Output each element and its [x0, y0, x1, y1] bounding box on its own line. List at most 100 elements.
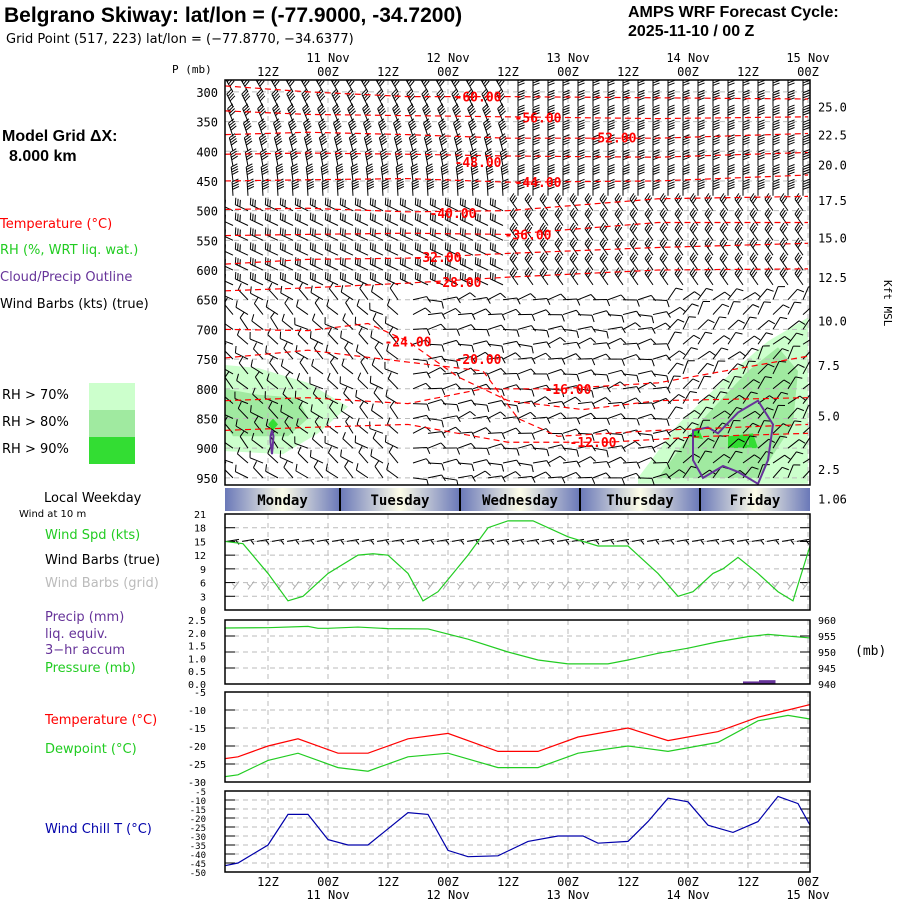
- wind-barb-flag: [501, 165, 508, 171]
- wind-barb-flag: [394, 123, 401, 129]
- wind-barb-staff: [787, 345, 794, 360]
- wind-barb-staff: [772, 286, 779, 300]
- wind-barb-staff: [427, 399, 442, 405]
- wind-barb-flag: [220, 257, 221, 264]
- wind-barb-flag: [576, 331, 580, 339]
- wind-barb: [524, 237, 534, 256]
- wind-barb-flag: [351, 140, 358, 146]
- wind-barb-staff: [268, 288, 279, 301]
- surface-wind-barb-grid: [501, 581, 510, 590]
- wind-barb-flag: [349, 80, 355, 87]
- wind-barb-flag: [321, 168, 329, 173]
- wind-barb-flag: [485, 163, 493, 168]
- wind-barb-flag: [749, 267, 755, 274]
- wind-barb-flag: [294, 227, 297, 235]
- wind-barb-flag: [562, 156, 570, 161]
- wind-barb-flag: [486, 165, 493, 171]
- wind-barb-flag: [374, 199, 376, 207]
- wind-barb-flag: [712, 92, 720, 96]
- wind-barb-flag: [561, 314, 565, 322]
- wind-barb-staff: [772, 348, 783, 360]
- wind-barb-flag: [712, 149, 720, 153]
- wind-barb-flag: [331, 80, 335, 83]
- wind-barb-staff: [427, 417, 442, 421]
- wind-barb-flag: [590, 337, 596, 343]
- weekday-band: [225, 488, 340, 511]
- wind-10m-label: Wind at 10 m: [19, 509, 87, 520]
- precip-tick-label: 1.5: [188, 642, 206, 653]
- wind-barb-staff: [340, 291, 354, 301]
- wind-barb-flag: [692, 226, 698, 234]
- wind-barb-flag: [487, 180, 494, 185]
- wind-barb-flag: [547, 169, 555, 173]
- wind-barb: [562, 396, 581, 405]
- wind-barb-staff: [502, 352, 516, 360]
- wind-barb-flag: [682, 181, 690, 185]
- wind-barb: [584, 222, 594, 241]
- wind-barb: [225, 274, 234, 286]
- wind-barb-flag: [562, 104, 570, 109]
- wind-barb: [704, 237, 714, 256]
- wind-barb-flag: [742, 166, 750, 170]
- wind-barb: [712, 149, 720, 167]
- wind-barb-flag: [752, 212, 758, 219]
- wind-barb-flag: [289, 133, 296, 139]
- wind-barb: [607, 119, 615, 137]
- wind-barb-flag: [276, 155, 283, 161]
- wind-barb-staff: [622, 440, 636, 449]
- wind-barb-flag: [622, 181, 630, 185]
- wind-barb-flag: [813, 349, 819, 352]
- wind-barb-flag: [284, 199, 286, 207]
- wind-barb-flag: [531, 432, 536, 440]
- wind-barb-flag: [742, 139, 750, 143]
- wind-barb-flag: [646, 239, 651, 247]
- surface-wind-barb-true: [256, 538, 270, 545]
- wind-barb-flag: [562, 171, 570, 175]
- wind-barb-flag: [667, 156, 675, 161]
- wind-barb-flag: [629, 193, 635, 200]
- wind-barb-flag: [674, 450, 682, 453]
- wind-barb-flag: [259, 123, 266, 129]
- surface-wind-barb-grid: [801, 581, 810, 590]
- wind-barb-flag: [802, 164, 810, 168]
- wind-barb-flag: [387, 243, 389, 251]
- wind-barb: [689, 252, 699, 271]
- wind-barb-flag: [727, 154, 735, 158]
- wind-barb-flag: [314, 415, 320, 423]
- wind-barb-flag: [576, 449, 580, 457]
- wind-barb-flag: [651, 445, 656, 453]
- wind-barb-flag: [622, 112, 630, 116]
- wind-barb-staff: [283, 466, 294, 479]
- wind-barb-flag: [284, 229, 286, 237]
- wind-barb-flag: [621, 434, 625, 442]
- wind-barb: [384, 435, 399, 449]
- wind-barb-staff: [502, 403, 517, 407]
- wind-barb-flag: [235, 300, 238, 308]
- wind-barb-staff: [284, 302, 294, 315]
- wind-barb-flag: [459, 271, 462, 279]
- wind-barb-flag: [742, 178, 750, 183]
- wind-barb-flag: [622, 186, 630, 190]
- surface-wind-barb-grid: [426, 581, 435, 590]
- wind-barb-flag: [720, 391, 728, 394]
- wind-barb-staff: [412, 477, 427, 481]
- wind-barb: [577, 456, 596, 464]
- wind-barb-flag: [757, 124, 765, 128]
- wind-barb-flag: [395, 163, 403, 168]
- wind-barb: [369, 242, 384, 256]
- wind-barb-flag: [736, 195, 741, 202]
- wind-barb: [249, 197, 264, 212]
- surface-wind-barb-true: [541, 538, 555, 545]
- wind-barb-flag: [234, 242, 237, 250]
- wind-barb-flag: [682, 149, 690, 153]
- wind-barb: [498, 133, 508, 152]
- wind-barb-flag: [541, 224, 546, 232]
- wind-barb-staff: [502, 471, 516, 479]
- wind-barb-flag: [787, 112, 795, 116]
- wind-barb-flag: [577, 97, 585, 101]
- wind-barb-staff: [427, 462, 443, 465]
- wind-barb: [334, 148, 343, 167]
- wind-barb-flag: [632, 241, 638, 249]
- wind-barb-staff: [280, 456, 294, 464]
- wind-barb: [370, 449, 384, 464]
